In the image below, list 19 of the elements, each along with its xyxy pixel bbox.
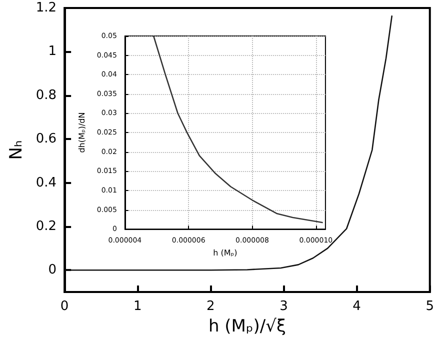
y-tick-label: 0.4	[36, 175, 57, 190]
x-axis-title: h (Mₚ)/√ξ	[208, 316, 286, 336]
x-tick-label: 3	[280, 299, 288, 314]
y-tick-label: 0.2	[36, 218, 57, 234]
y-axis-title: Nₕ	[6, 140, 26, 160]
y-tick-label: 0.6	[36, 132, 57, 147]
x-tick-label: 1	[133, 299, 142, 314]
x-tick-label: 5	[426, 299, 434, 314]
x-tick-label: 4	[352, 299, 361, 314]
line-series	[64, 15, 393, 271]
y-axis-title: dh(Mₚ)/dN	[78, 112, 86, 153]
x-axis-title: h (Mₚ)	[213, 248, 238, 258]
y-tick-label: 0.8	[36, 88, 57, 103]
x-tick-label: 2	[206, 299, 215, 314]
x-tick-label: 0	[60, 299, 69, 314]
y-tick-label: 1	[48, 44, 57, 60]
y-tick-label: 1.2	[36, 0, 57, 16]
y-tick-label: 0	[48, 262, 57, 278]
line-series	[152, 35, 323, 224]
